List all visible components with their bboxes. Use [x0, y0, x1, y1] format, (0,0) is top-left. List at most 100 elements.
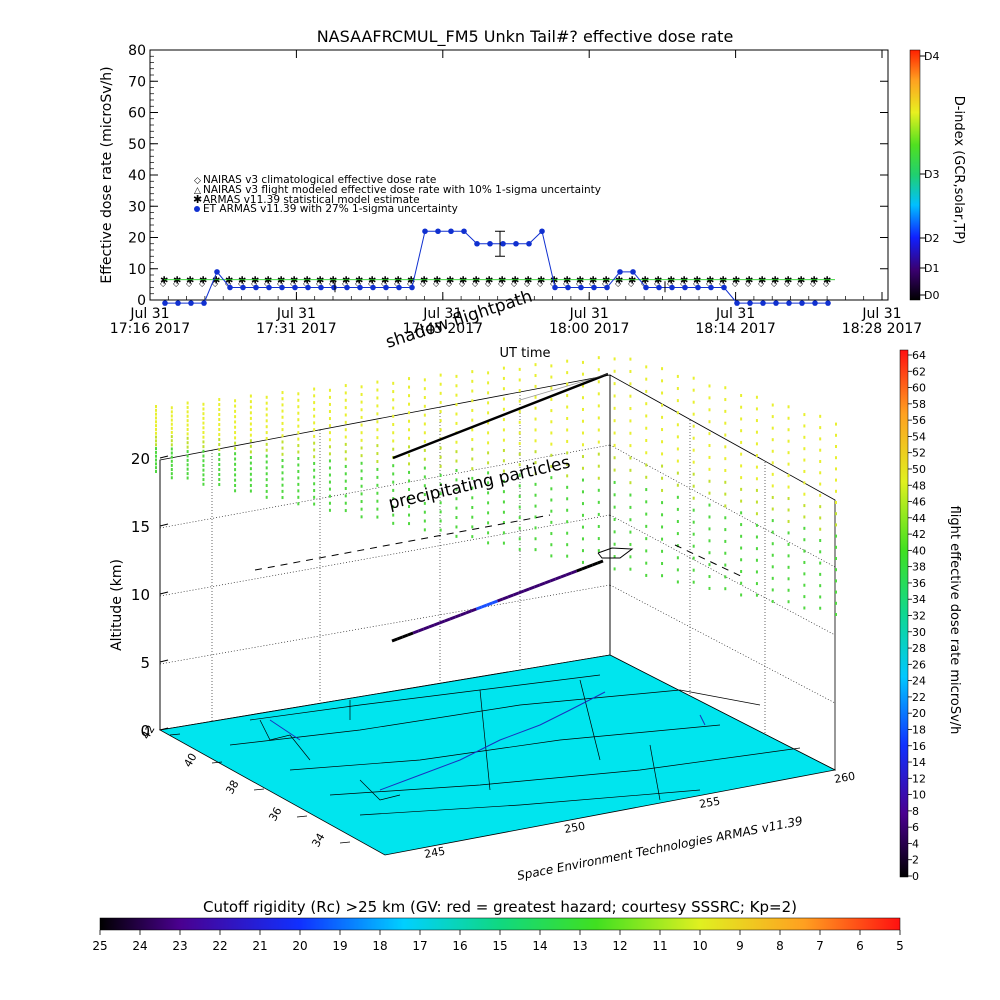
particle-marker	[771, 461, 774, 465]
particle-marker	[661, 452, 664, 456]
particle-marker	[819, 550, 822, 554]
armas-stat-marker: ✱	[719, 276, 727, 287]
x-tick-label: 17:31 2017	[256, 321, 336, 337]
particle-marker	[376, 388, 379, 392]
particle-marker	[344, 464, 347, 468]
particle-marker	[455, 516, 458, 520]
particle-marker	[676, 471, 679, 475]
particle-marker	[724, 457, 727, 461]
particle-marker	[376, 507, 379, 511]
particle-marker	[297, 463, 300, 467]
flightpath-segment	[597, 559, 604, 565]
particle-marker	[471, 496, 474, 500]
particle-marker	[502, 376, 505, 380]
particle-marker	[661, 488, 664, 492]
particle-marker	[740, 452, 743, 456]
particle-marker	[819, 606, 822, 610]
et-armas-point	[188, 300, 194, 306]
particle-marker	[487, 431, 490, 435]
armas-stat-marker: ✱	[667, 276, 675, 287]
x-tick-label: 17:16 2017	[110, 321, 190, 337]
particle-marker	[186, 414, 189, 418]
particle-marker	[550, 554, 553, 558]
particle-marker	[471, 457, 474, 461]
particle-marker	[550, 453, 553, 457]
particle-marker	[281, 471, 284, 475]
armas-stat-marker: ✱	[563, 276, 571, 287]
particle-marker	[835, 478, 837, 482]
particle-marker	[376, 459, 379, 463]
armas-stat-marker: ✱	[498, 276, 506, 287]
particle-marker	[487, 441, 490, 445]
particle-marker	[676, 459, 679, 463]
particle-marker	[613, 480, 616, 484]
particle-marker	[297, 392, 300, 396]
z-tick-mark	[159, 727, 169, 731]
particle-marker	[249, 422, 252, 426]
particle-marker	[328, 452, 331, 456]
cutoff-colorbar	[99, 917, 901, 931]
particle-marker	[487, 421, 490, 425]
particle-marker	[234, 489, 237, 493]
particle-marker	[692, 496, 695, 500]
legend-entry: NAIRAS v3 flight modeled effective dose …	[203, 184, 601, 196]
particle-marker	[724, 551, 727, 555]
legend-marker-dot	[194, 206, 200, 212]
z-tick-mark	[159, 591, 169, 595]
particle-marker	[392, 406, 395, 410]
particle-marker	[155, 405, 157, 408]
et-armas-point	[305, 284, 311, 291]
particle-marker	[724, 386, 727, 390]
particle-marker	[281, 403, 284, 407]
particle-marker	[613, 419, 616, 423]
particle-marker	[835, 445, 837, 448]
particle-marker	[297, 405, 300, 409]
y-tick-label: 40	[128, 168, 146, 184]
particle-marker	[819, 448, 822, 452]
particle-marker	[439, 501, 442, 505]
particle-marker	[408, 428, 411, 432]
particle-marker	[724, 409, 727, 413]
particle-marker	[755, 395, 758, 399]
particle-marker	[423, 440, 426, 444]
particle-marker	[313, 421, 316, 425]
particle-marker	[439, 382, 442, 386]
flightpath-segment	[565, 571, 572, 577]
flight-dose-tick-label: 28	[912, 642, 926, 655]
et-armas-point	[240, 284, 246, 291]
particle-marker	[550, 420, 553, 424]
nairas-clim-marker: ◇	[563, 279, 570, 288]
particle-marker	[755, 500, 758, 504]
particle-marker	[597, 356, 600, 360]
particle-marker	[423, 510, 426, 514]
particle-marker	[360, 469, 363, 473]
z-tick-label: 5	[140, 654, 150, 672]
et-armas-point	[721, 284, 727, 291]
particle-marker	[534, 548, 537, 552]
particle-marker	[423, 431, 426, 435]
particle-marker	[629, 530, 632, 534]
armas-stat-marker: ✱	[576, 276, 584, 287]
particle-marker	[487, 541, 490, 545]
x-tick-label: Jul 31	[422, 306, 462, 322]
armas-stat-marker: ✱	[771, 276, 779, 287]
cutoff-ticks: 25 24 23 22 21 20 19 18 17 16 15 14 13 12 11 10 9 8 7 6 5	[92, 930, 904, 953]
particle-marker	[629, 505, 632, 509]
particle-marker	[344, 428, 347, 432]
particle-marker	[835, 467, 837, 471]
particle-marker	[692, 388, 695, 392]
nairas-clim-marker: ◇	[498, 279, 505, 288]
z-tick-label: 15	[131, 518, 150, 536]
particle-marker	[566, 508, 569, 512]
particle-marker	[835, 534, 837, 538]
nairas-clim-marker: ◇	[524, 279, 531, 288]
particle-marker	[328, 395, 331, 399]
particle-marker	[234, 473, 237, 477]
flight-dose-tick-label: 24	[912, 675, 926, 688]
particle-marker	[708, 527, 711, 531]
particle-marker	[819, 572, 822, 576]
et-armas-point	[201, 300, 207, 306]
particle-marker	[170, 410, 173, 414]
flight-dose-tick-label: 62	[912, 365, 926, 378]
particle-marker	[835, 613, 837, 616]
